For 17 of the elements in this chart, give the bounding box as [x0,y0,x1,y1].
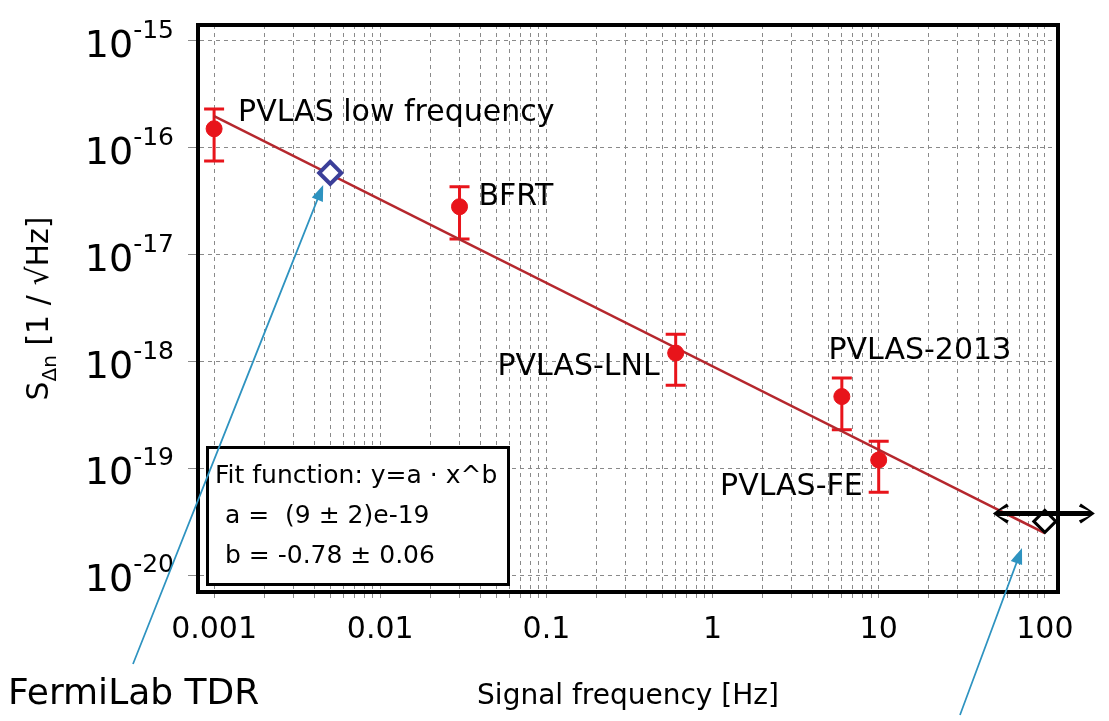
annotation: PVLAS low frequency [238,92,555,128]
annotation: PVLAS-2013 [828,330,1012,366]
x-tick-label: 1 [703,609,723,645]
annotation: PVLAS-LNL [497,347,660,383]
x-tick-label: 0.01 [346,609,414,645]
annotation: b = -0.78 ± 0.06 [224,539,436,571]
x-axis-title: Signal frequency [Hz] [477,678,779,711]
x-tick-label: 0.1 [522,609,571,645]
annotation: BFRT [478,176,555,212]
x-tick-label: 100 [1016,609,1074,645]
y-axis-title: SΔn [1 / √Hz] [20,216,61,401]
annotation: PVLAS-FE [720,467,863,502]
annotation: Fit function: y=a · x^b [215,459,498,491]
annotation: a = (9 ± 2)e-19 [224,499,431,531]
text: FermiLab TDR [8,671,260,712]
x-tick-label: 0.001 [171,609,258,645]
x-tick-label: 10 [859,609,898,645]
